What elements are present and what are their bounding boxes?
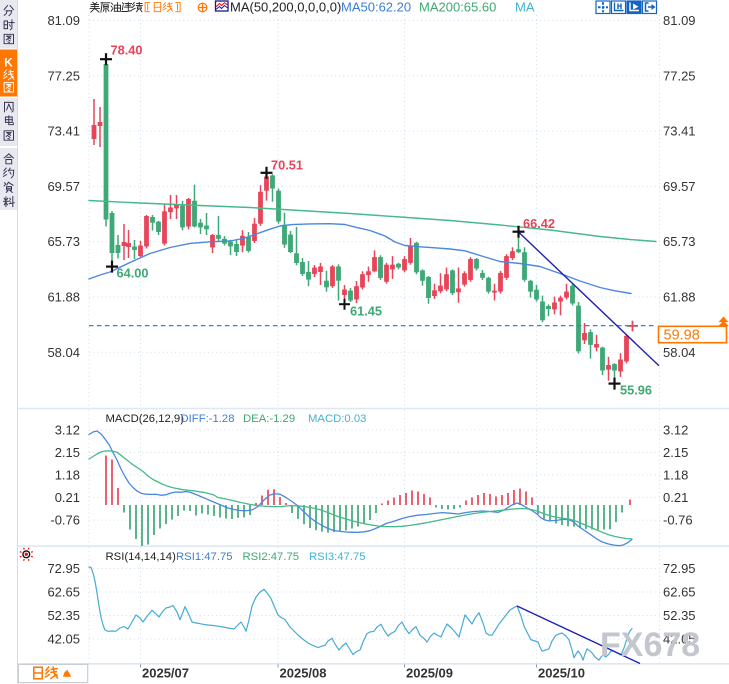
svg-text:2025/07: 2025/07 [142,666,189,681]
svg-text:52.35: 52.35 [47,608,80,623]
svg-text:MACD:0.03: MACD:0.03 [308,413,366,425]
svg-text:-0.76: -0.76 [663,513,693,528]
svg-text:MA(50,200,0,0,0,0): MA(50,200,0,0,0,0) [230,0,341,15]
svg-text:64.00: 64.00 [117,266,149,281]
svg-text:K: K [4,56,13,70]
svg-text:42.05: 42.05 [663,632,696,647]
svg-text:55.96: 55.96 [620,383,652,398]
svg-text:61.45: 61.45 [350,304,382,319]
svg-text:73.41: 73.41 [47,124,80,139]
svg-text:-0.76: -0.76 [50,513,80,528]
svg-text:73.41: 73.41 [663,124,696,139]
svg-text:58.04: 58.04 [663,345,696,360]
svg-text:61.88: 61.88 [663,290,696,305]
svg-text:77.25: 77.25 [663,68,696,83]
svg-text:MA50:62.20: MA50:62.20 [341,0,411,15]
svg-text:72.95: 72.95 [47,561,80,576]
svg-text:FX678: FX678 [600,626,700,664]
svg-text:70.51: 70.51 [271,158,303,173]
svg-text:RSI3:47.75: RSI3:47.75 [309,551,366,563]
svg-text:69.57: 69.57 [663,179,696,194]
svg-text:1.18: 1.18 [55,467,80,482]
svg-text:3.12: 3.12 [663,422,688,437]
svg-text:69.57: 69.57 [47,179,80,194]
svg-text:2.15: 2.15 [663,445,688,460]
svg-text:DIFF:-1.28: DIFF:-1.28 [181,413,235,425]
svg-text:MA200:65.60: MA200:65.60 [419,0,496,15]
svg-text:DEA:-1.29: DEA:-1.29 [243,413,295,425]
svg-text:2.15: 2.15 [55,445,80,460]
svg-text:65.73: 65.73 [47,234,80,249]
svg-text:72.95: 72.95 [663,561,696,576]
svg-text:42.05: 42.05 [47,632,80,647]
svg-text:81.09: 81.09 [47,13,80,28]
svg-text:61.88: 61.88 [47,290,80,305]
svg-text:52.35: 52.35 [663,608,696,623]
svg-text:62.65: 62.65 [47,585,80,600]
svg-text:MACD(26,12,9): MACD(26,12,9) [106,413,185,425]
svg-text:2025/08: 2025/08 [280,666,327,681]
svg-text:78.40: 78.40 [111,43,143,58]
svg-text:2025/10: 2025/10 [538,666,585,681]
svg-text:58.04: 58.04 [47,345,80,360]
svg-text:1.18: 1.18 [663,467,688,482]
svg-text:RSI2:47.75: RSI2:47.75 [243,551,300,563]
svg-text:0.21: 0.21 [663,490,688,505]
svg-text:81.09: 81.09 [663,13,696,28]
svg-text:65.73: 65.73 [663,234,696,249]
svg-text:77.25: 77.25 [47,68,80,83]
svg-text:62.65: 62.65 [663,585,696,600]
svg-text:0.21: 0.21 [55,490,80,505]
svg-text:MA: MA [515,0,535,15]
svg-text:3.12: 3.12 [55,422,80,437]
svg-text:RSI(14,14,14): RSI(14,14,14) [106,551,177,563]
svg-text:RSI1:47.75: RSI1:47.75 [176,551,233,563]
svg-text:59.98: 59.98 [664,328,700,344]
svg-text:2025/09: 2025/09 [406,666,453,681]
svg-text:66.42: 66.42 [523,216,555,231]
